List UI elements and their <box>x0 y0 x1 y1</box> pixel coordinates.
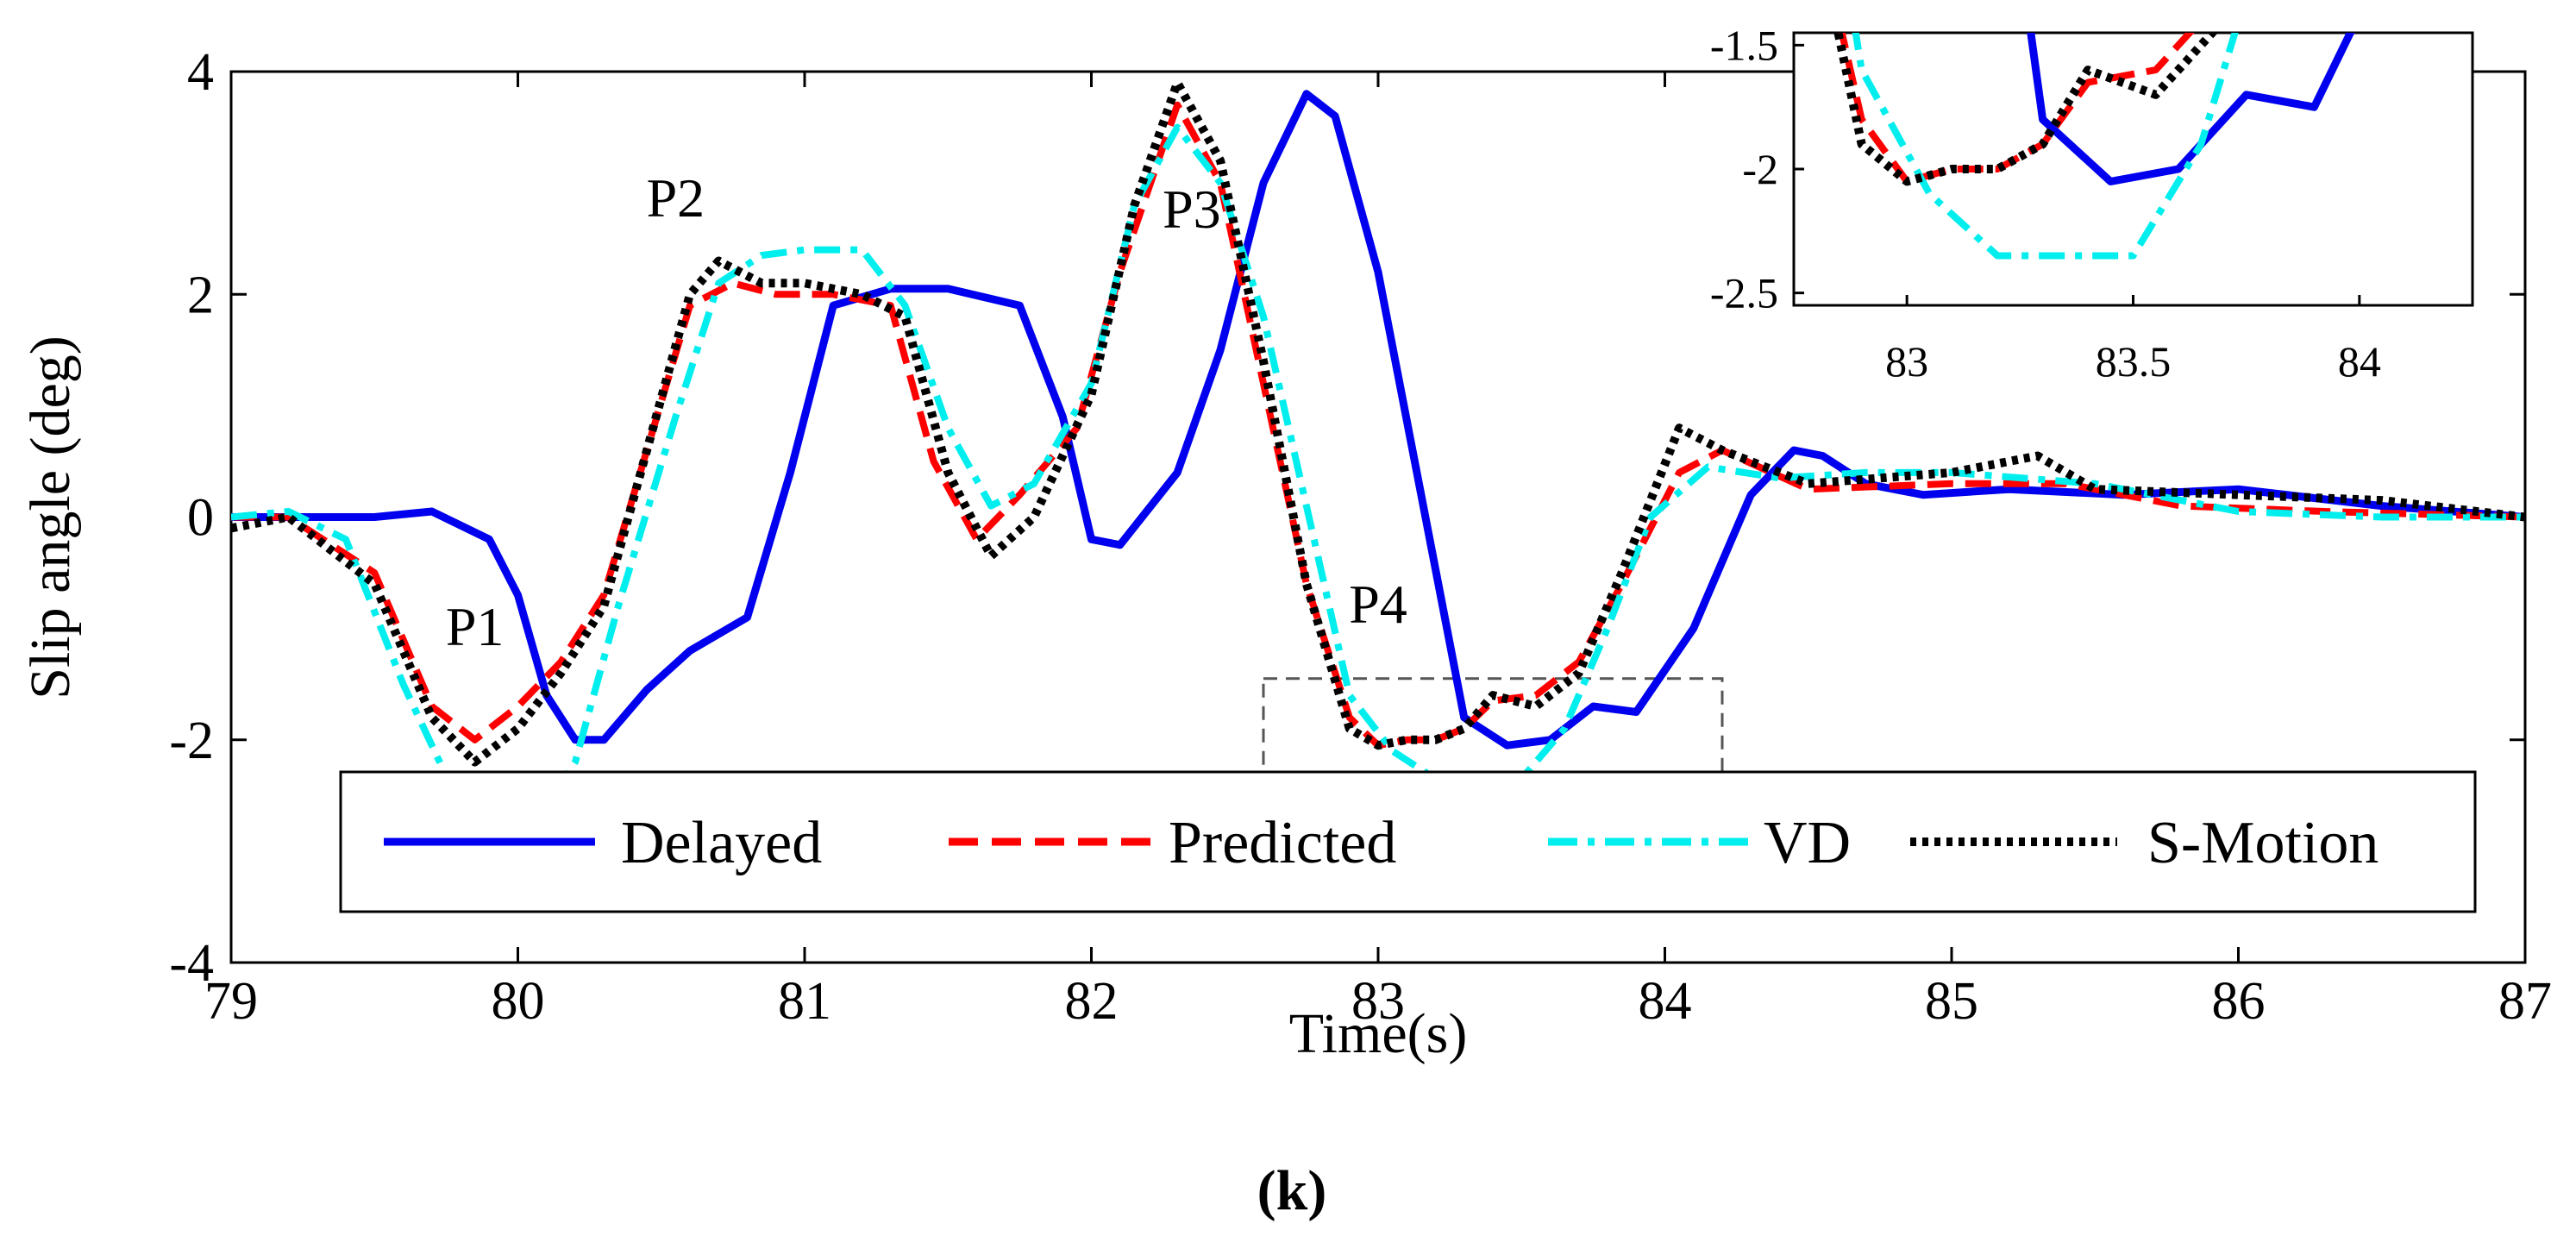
legend-box <box>339 770 2477 913</box>
x-axis-label: Time(s) <box>1289 1002 1468 1065</box>
inset-x-tick-labels: 83 83.5 84 <box>1885 337 2381 386</box>
inset-x-tick-label: 84 <box>2338 337 2381 386</box>
annotation-p1: P1 <box>446 596 505 657</box>
y-tick-label: 0 <box>187 489 214 548</box>
x-tick-label: 86 <box>2212 972 2266 1031</box>
x-tick-label: 84 <box>1639 972 1692 1031</box>
legend-label-vd: VD <box>1764 810 1851 876</box>
inset-y-tick-label: -2.5 <box>1710 269 1778 317</box>
x-tick-label: 79 <box>204 972 258 1031</box>
x-tick-label: 83 <box>1351 972 1405 1031</box>
legend-label-delayed: Delayed <box>621 810 822 876</box>
inset-ticks <box>1794 43 2361 305</box>
legend-label-s-motion: S-Motion <box>2147 810 2379 876</box>
legend: Delayed Predicted VD S-Motion <box>339 770 2477 913</box>
y-tick-label: -4 <box>169 934 214 993</box>
inset-y-tick-labels: -1.5 -2 -2.5 <box>1710 21 1778 317</box>
annotations: P1 P2 P3 P4 <box>446 167 1407 657</box>
series-line-predicted <box>231 101 2525 750</box>
series-line-vd <box>231 123 2525 838</box>
inset-x-tick-label: 83 <box>1885 337 1928 386</box>
x-tick-labels: 79 80 81 82 83 84 85 86 87 <box>204 972 2552 1031</box>
x-tick-label: 80 <box>492 972 545 1031</box>
y-tick-label: 4 <box>187 43 214 102</box>
inset-plot: 83 83.5 84 -1.5 -2 -2.5 <box>1710 21 2474 386</box>
y-tick-label: -2 <box>169 712 214 770</box>
inset-y-tick-label: -2 <box>1742 145 1778 193</box>
legend-label-predicted: Predicted <box>1169 810 1396 876</box>
x-tick-label: 81 <box>778 972 831 1031</box>
annotation-p3: P3 <box>1163 179 1221 240</box>
annotation-p2: P2 <box>647 167 705 229</box>
x-tick-label: 87 <box>2498 972 2552 1031</box>
inset-area <box>1792 31 2474 307</box>
y-axis-label: Slip angle (deg) <box>19 336 82 699</box>
x-tick-label: 85 <box>1925 972 1978 1031</box>
x-tick-label: 82 <box>1065 972 1119 1031</box>
annotation-p4: P4 <box>1349 574 1407 635</box>
inset-y-tick-label: -1.5 <box>1710 21 1778 69</box>
inset-x-tick-label: 83.5 <box>2096 337 2172 386</box>
y-tick-labels: 4 2 0 -2 -4 <box>169 43 214 993</box>
main-series <box>231 78 2525 838</box>
series-line-delayed <box>231 90 2525 750</box>
y-tick-label: 2 <box>187 266 214 324</box>
figure-caption: (k) <box>1257 1159 1327 1222</box>
